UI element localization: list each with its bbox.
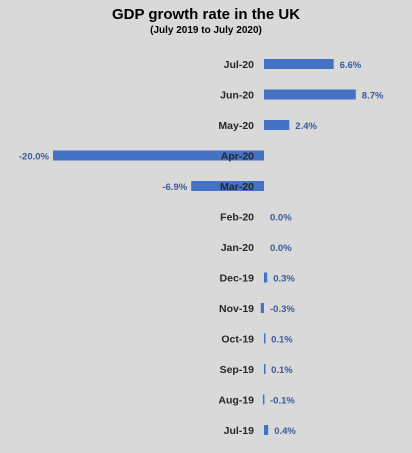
category-label-may-20: May-20 xyxy=(218,120,254,132)
bar-mar-20 xyxy=(191,181,264,191)
bar-aug-19 xyxy=(262,394,265,405)
category-label-mar-20: Mar-20 xyxy=(220,181,254,193)
category-label-apr-20: Apr-20 xyxy=(221,151,254,163)
bar-may-20 xyxy=(264,120,290,130)
value-label-sep-19: 0.1% xyxy=(271,365,293,376)
bar-oct-19 xyxy=(264,333,266,344)
value-label-jul-19: 0.4% xyxy=(274,426,296,437)
value-label-jun-20: 8.7% xyxy=(362,91,384,102)
bar-jun-20 xyxy=(264,89,356,100)
value-label-jul-20: 6.6% xyxy=(340,60,362,71)
bar-jul-20 xyxy=(264,59,334,69)
category-label-nov-19: Nov-19 xyxy=(219,303,254,315)
bar-jul-19 xyxy=(264,425,269,435)
bar-sep-19 xyxy=(264,364,266,374)
category-label-aug-19: Aug-19 xyxy=(218,395,254,407)
category-label-jul-20: Jul-20 xyxy=(224,59,255,71)
category-label-oct-19: Oct-19 xyxy=(221,334,254,346)
value-label-jan-20: 0.0% xyxy=(270,243,292,254)
bar-nov-19 xyxy=(260,303,264,313)
category-label-jan-20: Jan-20 xyxy=(221,242,254,254)
bar-apr-20 xyxy=(53,150,264,161)
value-label-mar-20: -6.9% xyxy=(162,182,187,193)
value-label-apr-20: -20.0% xyxy=(19,152,50,163)
category-label-feb-20: Feb-20 xyxy=(220,212,254,224)
value-label-aug-19: -0.1% xyxy=(270,396,295,407)
value-label-feb-20: 0.0% xyxy=(270,213,292,224)
value-label-nov-19: -0.3% xyxy=(270,304,295,315)
value-label-dec-19: 0.3% xyxy=(273,274,295,285)
category-label-sep-19: Sep-19 xyxy=(220,364,255,376)
bar-dec-19 xyxy=(264,272,268,283)
value-label-may-20: 2.4% xyxy=(295,121,317,132)
category-label-jun-20: Jun-20 xyxy=(220,90,254,102)
chart-title: GDP growth rate in the UK xyxy=(111,6,301,23)
category-label-jul-19: Jul-19 xyxy=(224,425,255,437)
category-label-dec-19: Dec-19 xyxy=(220,273,255,285)
value-label-oct-19: 0.1% xyxy=(271,335,293,346)
chart-subtitle: (July 2019 to July 2020) xyxy=(150,25,262,36)
